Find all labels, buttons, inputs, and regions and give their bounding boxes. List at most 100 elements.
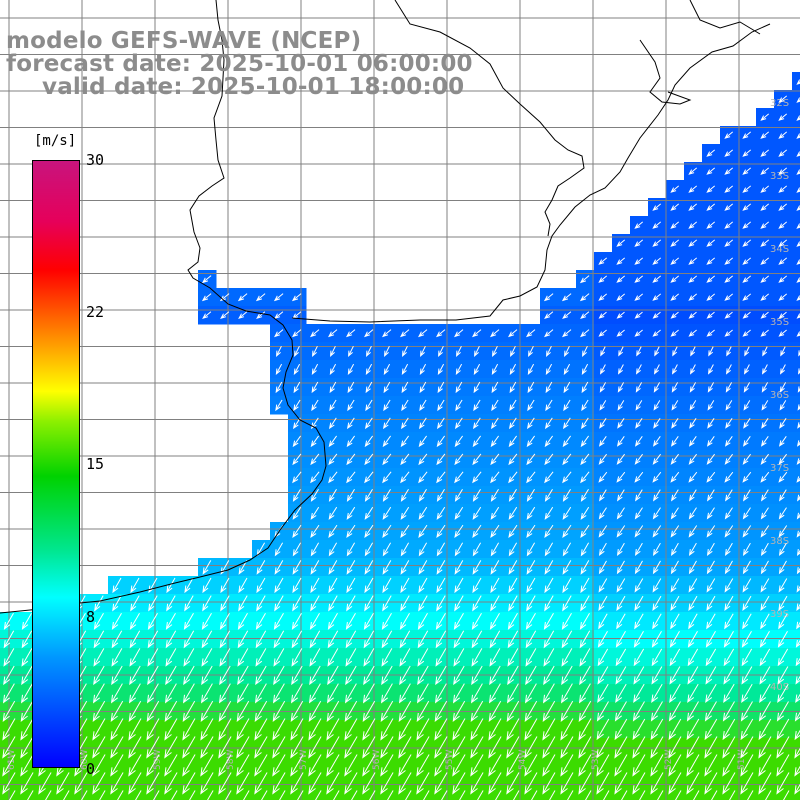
wind-arrow: [692, 790, 700, 800]
wind-arrow: [254, 736, 268, 759]
wind-arrow: [400, 329, 410, 338]
wind-arrow: [453, 612, 464, 630]
wind-arrow: [652, 221, 662, 229]
wind-arrow: [796, 133, 800, 139]
wind-arrow: [416, 736, 430, 759]
wind-cell: [576, 792, 595, 800]
wind-arrow: [418, 329, 428, 338]
wind-arrow: [328, 506, 338, 520]
wind-arrow: [81, 790, 88, 800]
wind-arrow: [218, 683, 231, 704]
lon-label: 51W: [737, 750, 747, 770]
wind-arrow: [275, 363, 283, 376]
wind-arrow: [490, 595, 500, 612]
wind-arrow: [290, 700, 304, 723]
wind-arrow: [471, 612, 482, 630]
wind-arrow: [723, 631, 734, 648]
coastline: [0, 0, 771, 614]
wind-arrow: [777, 648, 789, 667]
wind-arrow: [596, 772, 610, 795]
wind-arrow: [652, 257, 662, 265]
wind-arrow: [524, 754, 538, 777]
wind-arrow: [670, 203, 680, 211]
wind-arrow: [669, 666, 681, 685]
wind-arrow: [400, 506, 410, 520]
wind-arrow: [381, 665, 393, 686]
wind-arrow: [599, 489, 607, 502]
wind-arrow: [508, 524, 518, 538]
wind-arrow: [542, 718, 556, 741]
wind-arrow: [776, 754, 790, 777]
wind-arrow: [292, 524, 302, 538]
wind-arrow: [760, 185, 770, 193]
wind-arrow: [489, 612, 500, 630]
wind-arrow: [724, 507, 733, 520]
wind-arrow: [706, 257, 716, 265]
wind-arrow: [472, 488, 481, 502]
wind-arrow: [670, 453, 679, 465]
wind-arrow: [779, 418, 787, 429]
wind-arrow: [382, 435, 392, 448]
lon-label: 57W: [299, 750, 309, 770]
wind-arrow: [380, 683, 393, 704]
wind-cell: [270, 792, 289, 800]
wind-arrow: [364, 435, 374, 448]
wind-arrow: [399, 665, 411, 686]
wind-arrow: [724, 239, 734, 247]
wind-arrow: [616, 595, 626, 612]
wind-arrow: [477, 790, 484, 800]
wind-arrow: [723, 648, 735, 667]
wind-arrow: [598, 560, 607, 575]
wind-arrow: [436, 560, 446, 575]
wind-arrow: [796, 277, 800, 283]
wind-arrow: [255, 612, 266, 630]
wind-arrow: [560, 754, 574, 777]
wind-arrow: [652, 507, 661, 520]
wind-arrow: [778, 257, 788, 265]
wind-arrow: [759, 666, 771, 685]
wind-arrow: [581, 381, 589, 394]
wind-arrow: [689, 400, 697, 411]
wind-arrow: [688, 471, 698, 483]
wind-arrow: [434, 718, 448, 741]
wind-arrow: [423, 790, 430, 800]
wind-arrow: [383, 399, 391, 412]
wind-arrow: [2, 736, 16, 759]
wind-arrow: [3, 648, 15, 667]
wind-arrow: [742, 131, 752, 139]
wind-arrow: [759, 631, 770, 648]
wind-arrow: [687, 666, 699, 685]
wind-arrow: [560, 736, 574, 759]
wind-arrow: [653, 418, 661, 429]
wind-arrow: [579, 648, 591, 667]
wind-cell: [738, 792, 757, 800]
wind-cell: [792, 378, 800, 397]
lat-label: 32S: [770, 98, 789, 109]
wind-arrow: [670, 436, 679, 447]
wind-arrow: [762, 346, 768, 357]
wind-arrow: [598, 257, 608, 265]
wind-arrow: [236, 736, 250, 759]
wind-arrow: [202, 560, 212, 575]
wind-arrow: [707, 382, 715, 393]
wind-arrow: [364, 417, 373, 430]
wind-arrow: [237, 612, 248, 630]
wind-arrow: [453, 648, 465, 667]
wind-cell: [792, 288, 800, 307]
wind-arrow: [650, 772, 664, 795]
wind-arrow: [761, 364, 768, 375]
wind-arrow: [544, 595, 554, 612]
wind-arrow: [616, 239, 626, 247]
wind-arrow: [578, 754, 592, 777]
wind-arrow: [616, 293, 626, 301]
wind-cell: [792, 72, 800, 91]
wind-arrow: [436, 577, 446, 594]
wind-arrow: [470, 718, 484, 741]
wind-arrow: [580, 577, 590, 594]
wind-arrow: [741, 631, 752, 648]
wind-arrow: [436, 471, 446, 484]
wind-arrow: [652, 525, 662, 538]
wind-arrow: [291, 293, 302, 302]
wind-arrow: [381, 630, 393, 649]
